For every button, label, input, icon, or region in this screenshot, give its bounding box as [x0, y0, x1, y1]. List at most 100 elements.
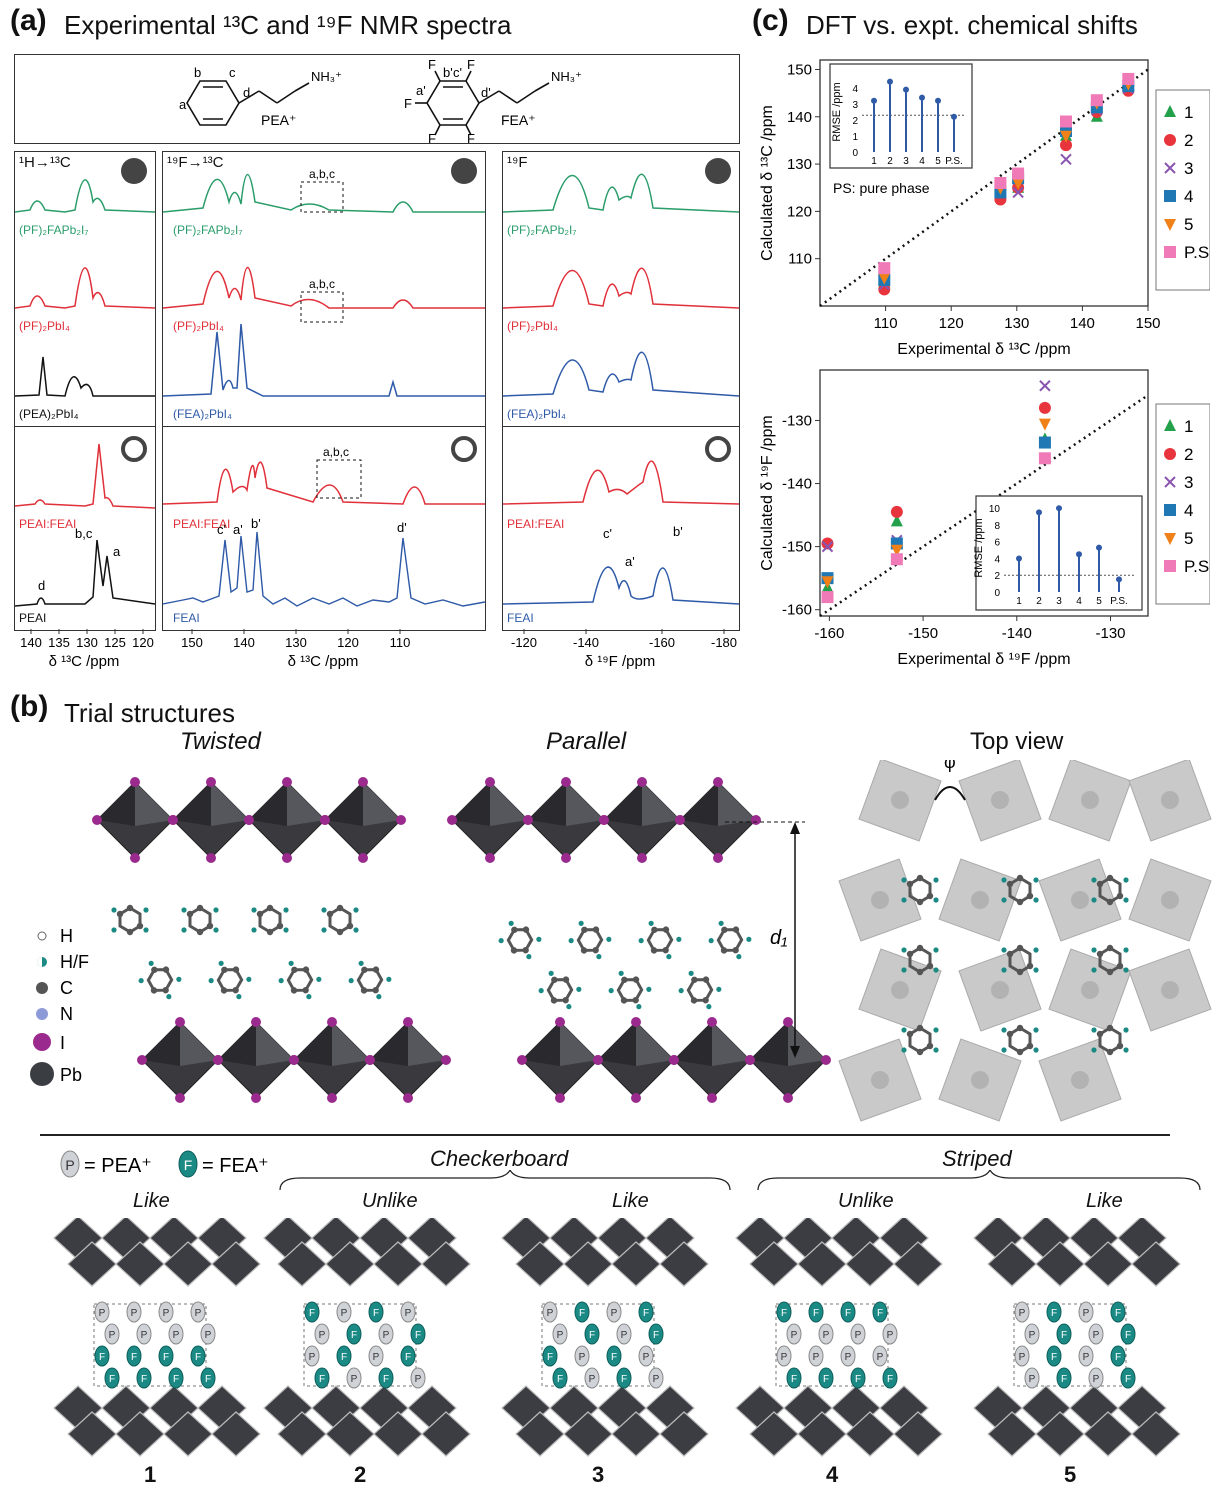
legend-bottom: 1 2 3 4 5 P.S. [1164, 417, 1210, 576]
y-tick-label: 110 [788, 251, 812, 268]
fea-cation [850, 1367, 866, 1389]
legend-marker-P.S. [1164, 560, 1176, 572]
pea-cation [314, 1323, 330, 1345]
fea-cation [104, 1367, 120, 1389]
f19-plot-frame [819, 369, 1149, 617]
c3-xlabel: δ ¹⁹F /ppm [585, 653, 656, 669]
inset-y-tick: 0 [852, 148, 858, 159]
pea-atom-d: d [243, 85, 250, 100]
pea-cation [552, 1323, 568, 1345]
inset-x-tick: 5 [1096, 596, 1102, 607]
fea-atom-c: c' [453, 65, 462, 80]
fea-cation [616, 1367, 632, 1389]
fea-cation [1056, 1323, 1072, 1345]
c2-tick-150: 150 [181, 635, 203, 650]
panel-a-title: Experimental ¹³C and ¹⁹F NMR spectra [64, 10, 512, 40]
column-2-divider [163, 426, 485, 427]
data-point-series-3 [821, 540, 834, 553]
open-circle-icon [121, 436, 147, 462]
svg-text:P: P [1029, 1330, 1036, 1341]
spectrum-c1-pea2pbi4 [15, 356, 155, 397]
y-tick-label: 120 [787, 203, 812, 220]
svg-text:P: P [205, 1330, 212, 1341]
inset-y-tick: 4 [994, 554, 1000, 565]
x-tick-label: 120 [939, 315, 964, 332]
pea-cation [872, 1345, 888, 1367]
rmse-point [1056, 505, 1062, 512]
svg-text:P: P [1019, 1308, 1026, 1319]
svg-text:P: P [163, 1308, 170, 1319]
legend-marker-3 [1164, 162, 1176, 174]
octahedron [211, 1411, 261, 1457]
svg-text:P: P [383, 1330, 390, 1341]
data-point-series-P.S. [821, 591, 834, 604]
svg-text:P: P [643, 1352, 650, 1363]
fea-cation [168, 1367, 184, 1389]
data-point-series-5 [1038, 418, 1051, 431]
angle-label: φ [944, 760, 956, 772]
fea-name: FEA⁺ [501, 112, 536, 128]
spectrum-c2-peaifeai [163, 461, 485, 505]
spectrum-c3-feai [503, 566, 739, 605]
legend-c: C [60, 978, 73, 998]
label-c3-trace-2: (PF)₂PbI₄ [507, 319, 558, 333]
arrangement-label-5: Like [1086, 1190, 1123, 1212]
rmse-point [871, 97, 877, 104]
legend-label: 1 [1184, 103, 1193, 122]
svg-text:P: P [99, 1308, 106, 1319]
svg-text:F: F [621, 1374, 627, 1385]
pea-cation [606, 1301, 622, 1323]
fea-cation [136, 1367, 152, 1389]
octahedron [277, 1411, 327, 1457]
column-3-spectra: (PF)₂FAPb₂I₇ (PF)₂PbI₄ (FEA)₂PbI₄ PEAI:F… [503, 173, 739, 625]
inset-x-tick: 4 [1076, 596, 1082, 607]
label-c3-trace-1: (PF)₂FAPb₂I₇ [507, 223, 576, 237]
fea-cation [400, 1345, 416, 1367]
y-tick-label: -150 [782, 539, 812, 556]
label-c1-trace-1: (PF)₂FAPb₂I₇ [19, 223, 88, 237]
rmse-point [951, 113, 957, 120]
pea-cation [616, 1323, 632, 1345]
svg-text:F: F [319, 1374, 325, 1385]
label-c1-trace-4: PEAI:FEAI [19, 517, 76, 531]
panel-b-separator [40, 1134, 1170, 1136]
fea-cation [1110, 1345, 1126, 1367]
label-c3-trace-4: PEAI:FEAI [507, 517, 564, 531]
octahedron [987, 1241, 1037, 1287]
svg-text:P: P [813, 1352, 820, 1363]
data-point-series-P.S. [878, 262, 891, 275]
octahedron [1035, 1241, 1085, 1287]
data-point-series-3 [1012, 186, 1024, 199]
layered-structure-2: F P F PP F P FP F P FF P F P [263, 1218, 471, 1457]
legend-label: 1 [1184, 417, 1193, 436]
column-2-x-axis: 150 140 130 120 110 δ ¹³C /ppm [181, 629, 410, 669]
inset-y-tick: 3 [852, 100, 858, 111]
legend-label: P.S. [1184, 557, 1210, 576]
f19-ylabel: Calculated δ ¹⁹F /ppm [759, 415, 776, 570]
octahedron [845, 1411, 895, 1457]
svg-text:F: F [557, 1374, 563, 1385]
spectrum-c1-pf2pbi4 [15, 267, 155, 309]
rmse-point [935, 97, 941, 104]
octahedron [611, 1411, 661, 1457]
fea-cation [552, 1367, 568, 1389]
label-c2-trace-5: FEAI [173, 611, 200, 625]
c2-tick-120: 120 [337, 635, 359, 650]
rmse-point [1016, 555, 1022, 562]
pea-cation [1014, 1345, 1030, 1367]
fea-cation [200, 1367, 216, 1389]
octahedron [1083, 1411, 1133, 1457]
structure-number-2: 2 [354, 1462, 367, 1487]
svg-text:F: F [887, 1374, 893, 1385]
rmse-point [903, 86, 909, 93]
legend-marker-1 [1164, 419, 1176, 431]
data-point-series-5 [1012, 178, 1025, 190]
spectrum-c2-feai [163, 531, 485, 607]
octahedron [987, 1411, 1037, 1457]
fea-cation [1046, 1301, 1062, 1323]
arrangement-label-1: Like [133, 1190, 170, 1212]
nmr-column-1: ¹H→¹³C (PF)₂FAPb₂I₇ (PF)₂PbI₄ (PEA)₂PbI₄… [14, 151, 156, 631]
fea-f-bottom-left: F [428, 131, 436, 143]
pea-cation [1078, 1345, 1094, 1367]
inset-x-tick: 5 [935, 156, 941, 167]
